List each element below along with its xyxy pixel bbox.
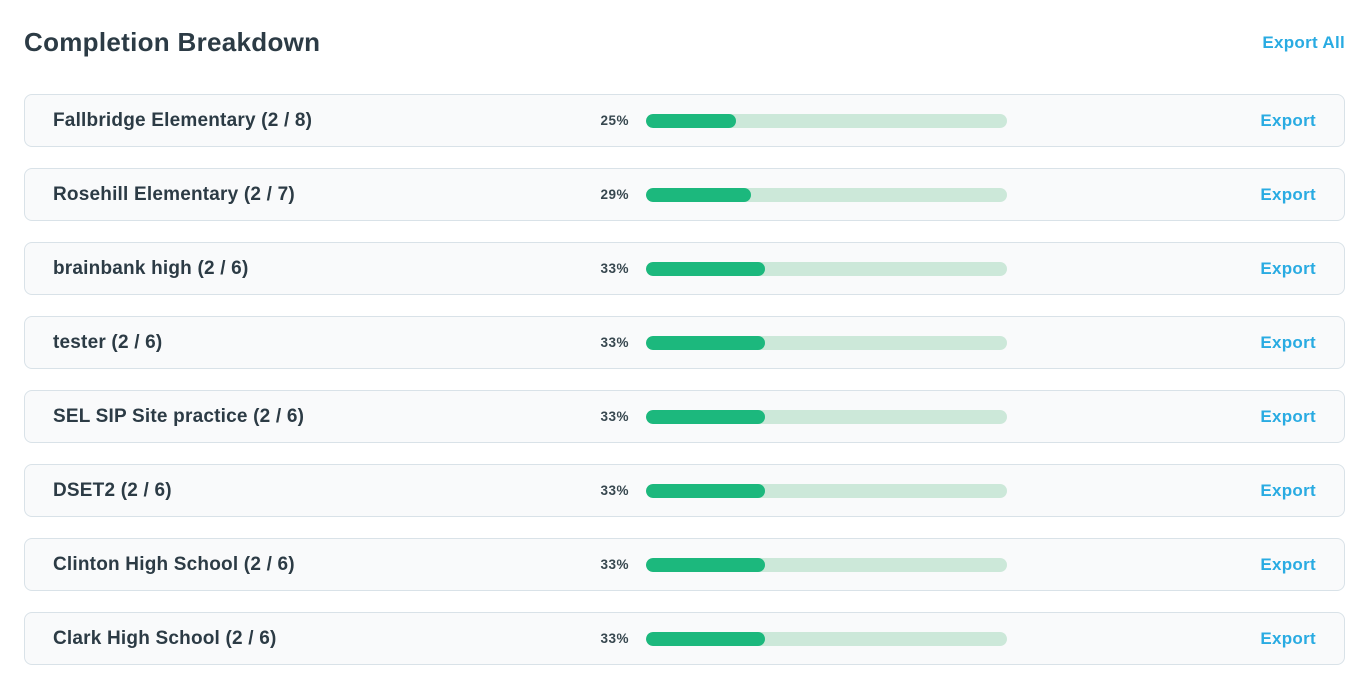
site-name-label: tester (2 / 6): [53, 331, 163, 353]
site-name-label: SEL SIP Site practice (2 / 6): [53, 405, 305, 427]
completion-percent-label: 29%: [600, 187, 629, 202]
progress-bar-fill: [646, 557, 766, 572]
completion-row: Fallbridge Elementary (2 / 8) 25% Export: [24, 94, 1345, 147]
row-export-link[interactable]: Export: [1260, 480, 1316, 500]
completion-row: Clark High School (2 / 6) 33% Export: [24, 612, 1345, 665]
page-title: Completion Breakdown: [24, 27, 321, 57]
panel-header: Completion Breakdown Export All: [24, 0, 1345, 58]
completion-percent-label: 33%: [600, 409, 629, 424]
site-name-label: brainbank high (2 / 6): [53, 257, 249, 279]
completion-percent-label: 33%: [600, 483, 629, 498]
row-export-link[interactable]: Export: [1260, 406, 1316, 426]
progress-bar-fill: [646, 631, 766, 646]
row-export-link[interactable]: Export: [1260, 628, 1316, 648]
progress-bar-track: [646, 483, 1007, 498]
site-name-label: DSET2 (2 / 6): [53, 479, 172, 501]
progress-bar-fill: [646, 113, 737, 128]
progress-bar-fill: [646, 187, 751, 202]
row-export-link[interactable]: Export: [1260, 332, 1316, 352]
completion-percent-label: 33%: [600, 335, 629, 350]
row-export-link[interactable]: Export: [1260, 184, 1316, 204]
progress-bar-track: [646, 335, 1007, 350]
completion-row: Clinton High School (2 / 6) 33% Export: [24, 538, 1345, 591]
site-name-label: Fallbridge Elementary (2 / 8): [53, 109, 313, 131]
progress-bar-track: [646, 113, 1007, 128]
completion-row: tester (2 / 6) 33% Export: [24, 316, 1345, 369]
row-export-link[interactable]: Export: [1260, 554, 1316, 574]
progress-bar-track: [646, 187, 1007, 202]
completion-percent-label: 33%: [600, 261, 629, 276]
progress-bar-track: [646, 409, 1007, 424]
completion-percent-label: 25%: [600, 113, 629, 128]
completion-breakdown-panel: Completion Breakdown Export All Fallbrid…: [24, 0, 1345, 665]
progress-bar-track: [646, 631, 1007, 646]
completion-row: brainbank high (2 / 6) 33% Export: [24, 242, 1345, 295]
completion-row-list: Fallbridge Elementary (2 / 8) 25% Export…: [24, 94, 1345, 665]
completion-row: DSET2 (2 / 6) 33% Export: [24, 464, 1345, 517]
site-name-label: Rosehill Elementary (2 / 7): [53, 183, 295, 205]
progress-bar-fill: [646, 261, 766, 276]
row-export-link[interactable]: Export: [1260, 110, 1316, 130]
row-export-link[interactable]: Export: [1260, 258, 1316, 278]
progress-bar-track: [646, 557, 1007, 572]
site-name-label: Clinton High School (2 / 6): [53, 553, 295, 575]
completion-row: SEL SIP Site practice (2 / 6) 33% Export: [24, 390, 1345, 443]
progress-bar-fill: [646, 409, 766, 424]
completion-row: Rosehill Elementary (2 / 7) 29% Export: [24, 168, 1345, 221]
progress-bar-track: [646, 261, 1007, 276]
site-name-label: Clark High School (2 / 6): [53, 627, 277, 649]
export-all-link[interactable]: Export All: [1262, 32, 1345, 52]
completion-percent-label: 33%: [600, 631, 629, 646]
completion-percent-label: 33%: [600, 557, 629, 572]
progress-bar-fill: [646, 335, 766, 350]
progress-bar-fill: [646, 483, 766, 498]
